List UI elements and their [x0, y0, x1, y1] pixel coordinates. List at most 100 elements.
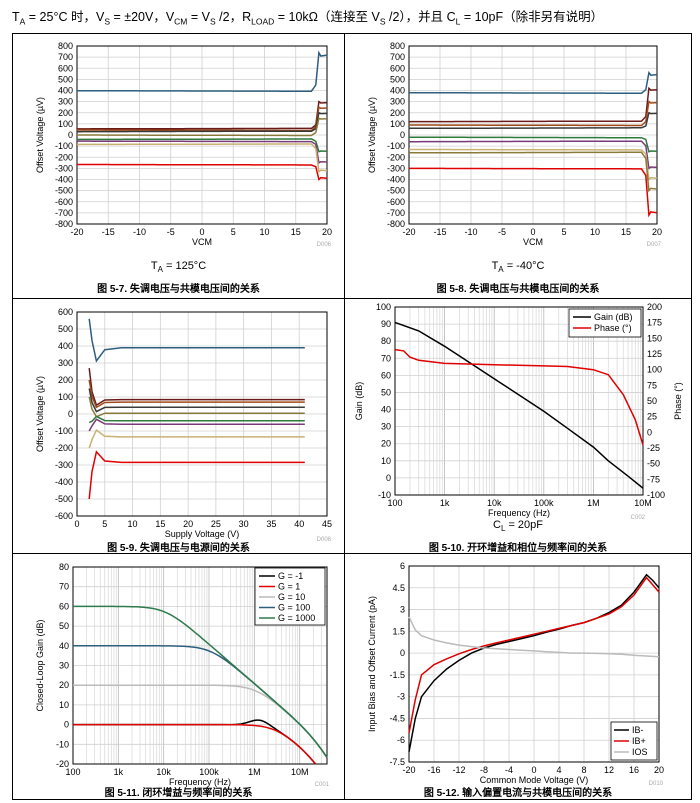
x-tick-label: 10: [128, 519, 138, 529]
x-tick-label: 1M: [587, 498, 600, 508]
series-line-s4: [77, 111, 328, 133]
y-tick-label: -20: [56, 759, 69, 769]
y-tick-label: 0: [68, 409, 73, 419]
x-tick-label: -5: [167, 227, 175, 237]
y-tick-label: 10: [59, 700, 69, 710]
series-line-s4: [88, 388, 305, 413]
y-tick-label: 0: [64, 720, 69, 730]
y-tick-label: -10: [56, 739, 69, 749]
series-line-s8: [409, 151, 658, 193]
y-tick-label: 0: [400, 648, 405, 658]
legend-label: IOS: [632, 747, 648, 757]
y-tick-label: 30: [381, 422, 391, 432]
y2-axis-label: Phase (°): [673, 382, 683, 420]
y-tick-label: 40: [381, 405, 391, 415]
legend-label: G = 1000: [278, 613, 315, 623]
x-tick-label: 10: [590, 227, 600, 237]
x-tick-label: 20: [654, 765, 664, 775]
y2-tick-label: 50: [647, 396, 657, 406]
panel-fig-5-8: -20 -15 -10 -5 0 5 10 15 20 -800 -700 -600 -500 -400 -…: [344, 33, 692, 299]
x-tick-label: 35: [266, 519, 276, 529]
y-tick-label: -3: [397, 692, 405, 702]
x-tick-label: -20: [70, 227, 83, 237]
y-tick-label: 10: [381, 456, 391, 466]
x-tick-label: 100: [65, 767, 80, 777]
y-tick-label: 100: [390, 119, 405, 129]
y-tick-label: -500: [387, 186, 405, 196]
y2-tick-label: 125: [647, 349, 662, 359]
y-tick-label: -400: [55, 175, 73, 185]
y-tick-label: -100: [55, 141, 73, 151]
test-conditions-header: TA = 25°C 时，VS = ±20V，VCM = VS /2，RLOAD …: [12, 10, 604, 27]
series-line-s4: [409, 111, 658, 130]
x-tick-label: -4: [505, 765, 513, 775]
y-tick-label: 1.5: [392, 626, 405, 636]
y-tick-label: -700: [387, 208, 405, 218]
series-line-s5: [77, 117, 328, 137]
y-tick-label: 500: [58, 324, 73, 334]
chart-offset-vs-vcm-125c: -20 -15 -10 -5 0 5 10 15 20 -800-700-600-500-400 -…: [35, 41, 332, 248]
y-tick-label: -7.5: [389, 757, 405, 767]
y-tick-label: -100: [55, 426, 73, 436]
panel-fig-5-12: -20 -16 -12 -8 -4 0 4 8 12 16 20 -7.5 -6 -4.5 -3 -1.5 0 1…: [344, 553, 692, 800]
y-tick-label: 60: [59, 601, 69, 611]
x-tick-label: 10k: [156, 767, 171, 777]
series-line-s8: [88, 428, 305, 449]
figure-caption: 图 5-8. 失调电压与共模电压间的关系: [436, 284, 600, 295]
series-line-s2: [77, 100, 328, 130]
x-tick-label: 1k: [114, 767, 124, 777]
series-line-s1: [409, 70, 658, 94]
y-tick-label: 80: [381, 336, 391, 346]
x-tick-label: 4: [556, 765, 561, 775]
y-tick-label: 700: [58, 52, 73, 62]
figure-caption: 图 5-11. 闭环增益与频率间的关系: [104, 788, 253, 799]
y-tick-label: 70: [381, 353, 391, 363]
series-line-s3: [88, 379, 305, 409]
x-axis-label: Frequency (Hz): [169, 777, 231, 787]
series-line-Phase (°): [394, 348, 644, 446]
y2-tick-label: 100: [647, 365, 662, 375]
series-line-G=1: [73, 723, 317, 765]
legend-label: IB+: [632, 736, 646, 746]
y2-tick-label: 25: [647, 412, 657, 422]
y-tick-label: 50: [381, 387, 391, 397]
x-tick-label: 12: [604, 765, 614, 775]
condition-label: TA = 125°C: [150, 260, 207, 275]
y-tick-label: -100: [387, 141, 405, 151]
x-tick-label: 20: [183, 519, 193, 529]
y-tick-label: 200: [58, 375, 73, 385]
series-line-s3: [77, 106, 328, 132]
y-tick-label: 20: [381, 439, 391, 449]
y2-tick-label: 75: [647, 380, 657, 390]
y-axis-label: Input Bias and Offset Current (pA): [367, 596, 377, 732]
y-tick-label: 300: [58, 97, 73, 107]
y2-tick-label: -75: [647, 474, 660, 484]
y-tick-label: -400: [387, 175, 405, 185]
x-tick-label: 1k: [440, 498, 450, 508]
y-tick-label: -600: [55, 511, 73, 521]
series-line-s5: [88, 396, 305, 418]
x-tick-label: 100k: [534, 498, 554, 508]
x-tick-label: 5: [102, 519, 107, 529]
y-tick-label: -800: [55, 219, 73, 229]
y2-tick-label: -100: [647, 490, 665, 500]
y-tick-label: 100: [58, 392, 73, 402]
y-axis-label: Offset Voltage (µV): [367, 97, 377, 173]
x-tick-label: 45: [322, 519, 332, 529]
y-tick-label: 200: [390, 108, 405, 118]
y-tick-label: -200: [387, 152, 405, 162]
x-tick-label: 20: [652, 227, 662, 237]
x-tick-label: 5: [231, 227, 236, 237]
y-tick-label: 0: [400, 130, 405, 140]
figure-caption: 图 5-9. 失调电压与电源间的关系: [107, 543, 250, 554]
y-tick-label: -600: [387, 197, 405, 207]
y-tick-label: 0: [68, 130, 73, 140]
x-tick-label: -10: [464, 227, 477, 237]
y-tick-label: 600: [58, 307, 73, 317]
plot-area: [395, 307, 643, 495]
plot-border: [408, 45, 658, 225]
series-line-s6: [76, 138, 328, 153]
y-tick-label: -6: [397, 735, 405, 745]
legend-label: G = 1: [278, 582, 300, 592]
figure-code: D006: [317, 242, 332, 248]
